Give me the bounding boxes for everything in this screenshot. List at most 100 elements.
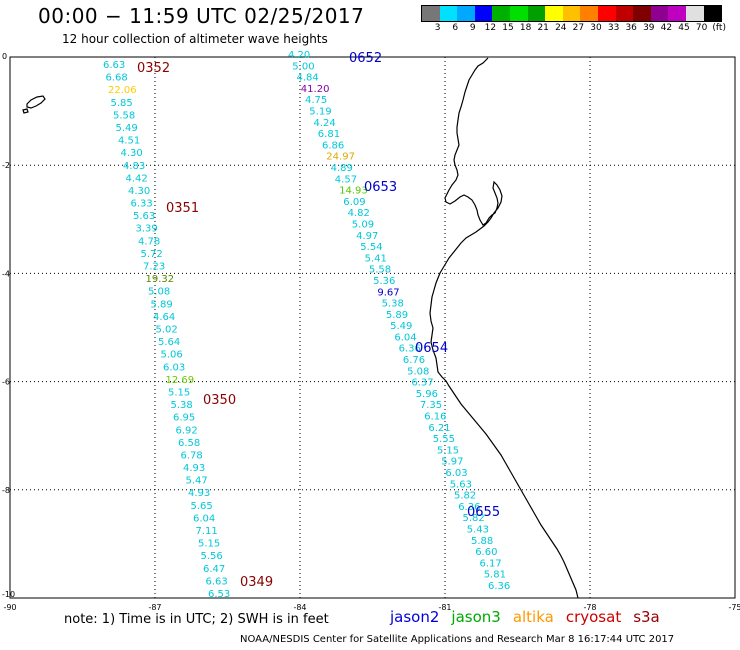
wave-height-label: 6.92 bbox=[176, 425, 198, 436]
wave-height-label: 5.81 bbox=[484, 570, 506, 581]
satellite-legend: jason2 jason3 altika cryosat s3a bbox=[390, 608, 660, 626]
colorbar-label: 45 bbox=[678, 23, 690, 33]
wave-height-label: 4.75 bbox=[305, 95, 327, 106]
wave-height-label: 4.82 bbox=[348, 208, 370, 219]
wave-height-label: 5.15 bbox=[168, 388, 190, 399]
wave-height-label: 5.58 bbox=[113, 110, 135, 121]
pass-time-label: 0351 bbox=[166, 201, 199, 216]
wave-height-label: 24.97 bbox=[326, 152, 355, 163]
wave-height-label: 5.65 bbox=[191, 501, 213, 512]
wave-height-label: 4.57 bbox=[335, 174, 357, 185]
colorbar-swatch bbox=[527, 6, 546, 21]
colorbar-swatch bbox=[474, 6, 493, 21]
wave-height-label: 6.16 bbox=[424, 412, 446, 423]
wave-height-label: 6.33 bbox=[131, 199, 153, 210]
wave-height-label: 14.93 bbox=[339, 186, 368, 197]
wave-height-label: 6.21 bbox=[428, 423, 450, 434]
x-tick-label: -90 bbox=[3, 603, 16, 612]
colorbar-label: 39 bbox=[643, 23, 655, 33]
wave-height-label: 5.41 bbox=[365, 253, 387, 264]
wave-height-label: 5.09 bbox=[352, 220, 374, 231]
wave-height-label: 5.82 bbox=[454, 491, 476, 502]
wave-height-label: 4.97 bbox=[356, 231, 378, 242]
wave-height-label: 6.04 bbox=[394, 332, 416, 343]
wave-height-label: 5.96 bbox=[416, 389, 438, 400]
wave-height-label: 5.82 bbox=[463, 513, 485, 524]
wave-height-label: 5.08 bbox=[148, 287, 170, 298]
map-frame bbox=[9, 56, 736, 599]
wave-height-label: 5.85 bbox=[111, 98, 133, 109]
wave-height-label: 41.20 bbox=[301, 84, 330, 95]
colorbar-label: 6 bbox=[452, 23, 459, 33]
pass-time-label: 0352 bbox=[137, 61, 170, 76]
colorbar-swatch bbox=[562, 6, 581, 21]
wave-height-label: 6.95 bbox=[173, 413, 195, 424]
wave-height-label: 5.56 bbox=[201, 551, 223, 562]
colorbar-label: 12 bbox=[484, 23, 497, 33]
x-tick-label: -84 bbox=[293, 603, 306, 612]
wave-height-label: 5.64 bbox=[158, 337, 180, 348]
wave-height-label: 22.06 bbox=[108, 85, 137, 96]
wave-height-label: 5.36 bbox=[373, 276, 395, 287]
altimeter-tracks: 6.636.6822.065.855.585.494.514.304.834.4… bbox=[103, 50, 510, 600]
colorbar-swatch bbox=[685, 6, 704, 21]
wave-height-label: 6.36 bbox=[488, 581, 510, 592]
wave-height-label: 9.67 bbox=[377, 287, 399, 298]
wave-height-label: 6.63 bbox=[103, 60, 125, 71]
wave-height-label: 6.76 bbox=[403, 355, 425, 366]
colorbar-label: 21 bbox=[537, 23, 549, 33]
wave-height-label: 5.15 bbox=[437, 445, 459, 456]
wave-height-label: 6.03 bbox=[445, 468, 467, 479]
wave-height-label: 4.83 bbox=[123, 161, 145, 172]
wave-height-label: 5.38 bbox=[171, 400, 193, 411]
colorbar-swatch bbox=[703, 6, 722, 21]
colorbar-swatch bbox=[457, 6, 475, 21]
wave-height-label: 4.30 bbox=[121, 148, 143, 159]
pass-time-label: 0654 bbox=[415, 341, 448, 356]
colorbar-swatch bbox=[633, 6, 651, 21]
wave-height-label: 5.88 bbox=[471, 536, 493, 547]
pass-time-label: 0652 bbox=[349, 51, 382, 66]
colorbar-swatch bbox=[545, 6, 563, 21]
galapagos-islands bbox=[22, 95, 46, 114]
colorbar-swatch bbox=[668, 6, 686, 21]
colorbar-swatch bbox=[580, 6, 598, 21]
wave-height-label: 4.24 bbox=[314, 118, 336, 129]
pass-time-labels: 0352 0351 0350 0349 0652 0653 0654 0655 bbox=[137, 51, 500, 590]
wave-height-label: 4.89 bbox=[331, 163, 353, 174]
colorbar-label: (ft) bbox=[712, 23, 726, 33]
map-subtitle: 12 hour collection of altimeter wave hei… bbox=[62, 32, 328, 46]
satellite-legend-item: jason2 bbox=[390, 608, 440, 626]
wave-height-label: 6.63 bbox=[206, 576, 228, 587]
colorbar-label: 15 bbox=[502, 23, 514, 33]
colorbar-swatch bbox=[650, 6, 669, 21]
x-tick-label: -78 bbox=[583, 603, 596, 612]
colorbar bbox=[421, 5, 723, 22]
wave-height-label: 6.60 bbox=[475, 547, 497, 558]
wave-height-label: 3.39 bbox=[136, 224, 158, 235]
wave-height-label: 5.63 bbox=[133, 211, 155, 222]
wave-height-label: 12.69 bbox=[166, 375, 195, 386]
satellite-legend-item: s3a bbox=[633, 608, 660, 626]
wave-height-label: 5.08 bbox=[407, 366, 429, 377]
colorbar-label: 33 bbox=[607, 23, 620, 33]
colorbar-swatch bbox=[509, 6, 528, 21]
colorbar-label: 27 bbox=[572, 23, 585, 33]
wave-height-label: 6.09 bbox=[343, 197, 365, 208]
colorbar-swatch bbox=[597, 6, 616, 21]
x-tick-label: -87 bbox=[148, 603, 161, 612]
wave-height-label: 5.97 bbox=[441, 457, 463, 468]
wave-height-label: 5.72 bbox=[141, 249, 163, 260]
x-tick-label: -81 bbox=[438, 603, 451, 612]
y-tick-label: 0 bbox=[2, 52, 7, 61]
wave-height-label: 4.84 bbox=[297, 73, 319, 84]
wave-height-label: 5.47 bbox=[186, 476, 208, 487]
wave-height-label: 5.54 bbox=[360, 242, 382, 253]
pass-time-label: 0653 bbox=[364, 180, 397, 195]
colorbar-swatch bbox=[422, 6, 440, 21]
wave-height-label: 4.93 bbox=[188, 488, 210, 499]
units-note: note: 1) Time is in UTC; 2) SWH is in fe… bbox=[64, 612, 329, 627]
wave-height-label: 5.89 bbox=[151, 299, 173, 310]
wave-height-label: 4.93 bbox=[183, 463, 205, 474]
